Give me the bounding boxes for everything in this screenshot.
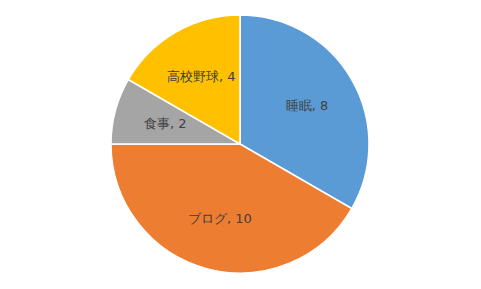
pie-slice [111, 144, 352, 273]
data-label: 食事, 2 [144, 116, 187, 131]
data-label: 高校野球, 4 [167, 69, 236, 84]
pie-slice [128, 15, 240, 144]
data-label: 睡眠, 8 [286, 98, 329, 113]
pie [111, 15, 369, 273]
chart: 睡眠, 8 ブログ, 10 食事, 2 高校野球, 4 [0, 0, 481, 289]
data-labels: 睡眠, 8 ブログ, 10 食事, 2 高校野球, 4 [144, 69, 328, 226]
data-label: ブログ, 10 [188, 211, 252, 226]
